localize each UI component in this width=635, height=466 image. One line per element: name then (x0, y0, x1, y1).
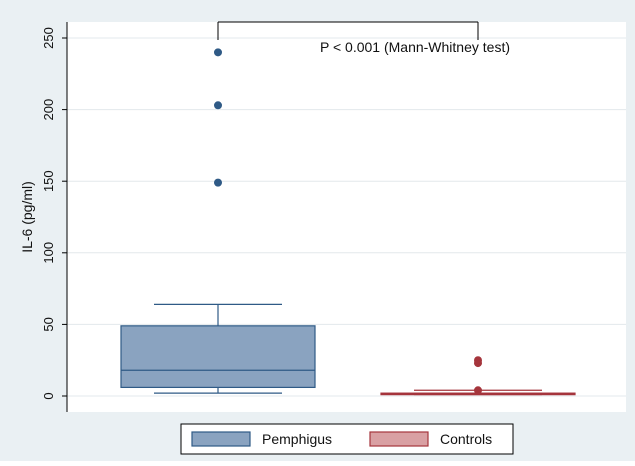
legend-label-pemphigus: Pemphigus (262, 431, 332, 447)
outlier-pemphigus-1 (214, 101, 222, 110)
y-tick-label-0: 0 (41, 392, 56, 399)
legend-swatch-controls (369, 431, 429, 447)
iqr-box-pemphigus (120, 325, 316, 389)
outlier-pemphigus-2 (214, 48, 222, 57)
box-series (120, 303, 576, 396)
legend-label-controls: Controls (440, 431, 492, 447)
y-axis-ticks: 0 50 100 150 200 250 (41, 27, 67, 400)
significance-bracket (217, 21, 479, 40)
outlier-pemphigus-0 (214, 178, 222, 187)
legend-swatch-pemphigus (191, 431, 251, 447)
y-tick-label-250: 250 (41, 27, 56, 49)
box-pemphigus (120, 303, 316, 394)
outlier-controls-0 (474, 386, 482, 395)
y-tick-label-200: 200 (41, 99, 56, 121)
y-tick-label-50: 50 (41, 317, 56, 331)
outlier-controls-2 (474, 356, 482, 365)
grid-lines (67, 37, 626, 397)
p-value-annotation: P < 0.001 (Mann-Whitney test) (320, 39, 510, 55)
y-tick-label-150: 150 (41, 170, 56, 192)
y-tick-label-100: 100 (41, 242, 56, 264)
y-axis-label: IL-6 (pg/ml) (19, 181, 35, 253)
outlier-points (214, 48, 482, 395)
legend: Pemphigus Controls (180, 423, 514, 455)
